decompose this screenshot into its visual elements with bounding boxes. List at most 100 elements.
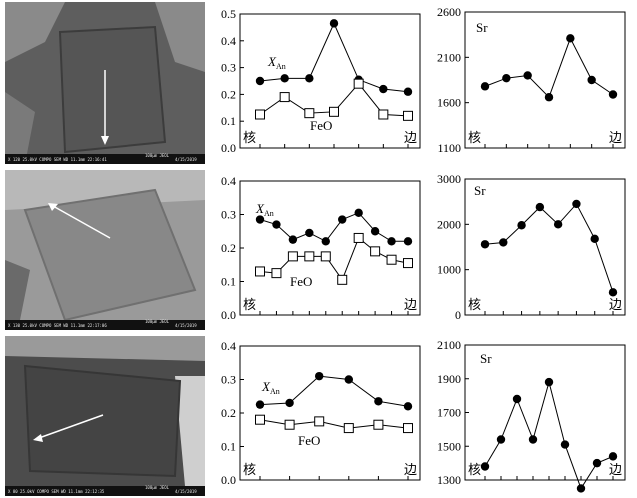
data-point-sr [517,221,526,230]
micrograph-caption: X 80 25.0kV COMPO SEM WD 11.1mm 22:12:35 [8,489,105,494]
micrograph-date: 4/15/2019 [175,157,197,162]
rim-label: 边 [609,131,622,146]
chart-panel-row1-left: 0.0 0.1 0.2 0.3 0.4 0.5 XAn FeO 核 边 [221,7,421,155]
series-line-sr [484,37,614,99]
y-tick-label: 0.5 [221,7,236,21]
data-point-feo [337,274,348,285]
core-label: 核 [243,463,256,478]
y-tick-label: 0.2 [221,87,236,101]
data-point-feo [373,419,384,430]
chart-panel-row1-right: 1100 1600 2100 2600 Sr 核 边 [437,5,626,155]
data-point-xan [255,76,265,86]
series-label-sr: Sr [476,20,488,35]
data-point-xan [387,237,396,246]
micrograph-1: X 120 25.0kV COMPO SEM WD 11.1mm 22:16:4… [5,2,205,164]
data-point-xan [315,371,324,381]
data-point-sr [496,435,506,444]
data-point-sr [480,82,490,91]
series-line-feo [259,419,409,429]
series-label-feo: FeO [290,274,312,289]
data-point-sr [480,240,490,249]
data-point-sr [544,377,554,387]
series-label-feo: FeO [310,118,332,133]
data-point-sr [502,73,511,83]
data-point-feo [370,246,381,257]
y-tick-label: 0.0 [221,141,236,155]
data-point-sr [576,484,586,493]
series-line-feo [259,237,409,281]
series-label-feo: FeO [298,433,320,448]
data-point-xan [329,19,339,28]
series-line-sr [484,203,614,293]
data-point-feo [343,423,354,434]
series-label-xan: XAn [255,201,274,218]
rim-label: 边 [404,131,417,146]
chart-panel-row3-right: 1300 1500 1700 1900 2100 Sr 核 边 [437,338,626,493]
data-point-feo [403,423,413,434]
series-line-xan [259,375,409,407]
data-point-xan [280,74,289,83]
core-label: 核 [243,298,256,313]
rim-label: 边 [404,298,417,313]
y-tick-label: 0.2 [221,406,236,420]
micrograph-date: 4/15/2019 [175,489,197,494]
data-point-feo [329,106,339,117]
data-point-sr [608,90,618,99]
y-tick-label: 1700 [437,406,461,420]
data-point-sr [560,440,570,449]
data-point-feo [279,92,290,103]
data-point-sr [572,199,581,209]
data-point-xan [338,215,347,224]
data-point-feo [378,109,389,120]
data-point-feo [271,268,282,279]
rim-label: 边 [609,298,622,313]
rim-label: 边 [404,463,417,478]
data-point-sr [566,34,575,43]
series-label-sr: Sr [474,183,486,198]
data-point-feo [284,419,295,430]
data-point-feo [353,232,364,243]
micrograph-caption: X 130 25.0kV COMPO SEM WD 11.1mm 22:17:0… [8,323,107,328]
plot-frame [464,178,626,316]
data-point-xan [344,375,353,384]
data-point-xan [255,400,265,409]
data-point-xan [305,228,314,238]
data-point-sr [535,202,545,212]
micrograph-scale: 100μm JEOL [145,153,170,158]
y-tick-label: 0.3 [221,61,236,75]
data-point-xan [403,237,413,246]
plot-frame [239,13,421,149]
core-label: 核 [468,131,481,146]
data-point-feo [386,254,397,265]
y-tick-label: 1500 [437,439,461,453]
data-point-sr [512,394,522,404]
micrograph-3: X 80 25.0kV COMPO SEM WD 11.1mm 22:12:35… [5,336,205,496]
data-point-sr [544,93,554,102]
y-tick-label: 0.2 [221,241,236,255]
data-point-feo [314,416,325,427]
y-tick-label: 1600 [437,96,461,110]
y-tick-label: 1300 [437,473,461,487]
data-point-feo [403,258,413,269]
core-label: 核 [243,131,256,146]
micrograph-2: X 130 25.0kV COMPO SEM WD 11.1mm 22:17:0… [5,170,205,330]
core-label: 核 [468,298,481,313]
y-tick-label: 1000 [437,263,461,277]
data-point-feo [304,108,315,119]
data-point-xan [321,237,330,246]
data-point-feo [320,251,331,262]
data-point-xan [370,227,380,236]
data-point-feo [304,251,315,262]
data-point-feo [287,251,298,262]
micrograph-caption: X 120 25.0kV COMPO SEM WD 11.1mm 22:16:4… [8,157,107,162]
data-point-feo [403,110,413,121]
data-point-xan [403,402,413,411]
data-point-sr [528,435,538,444]
y-tick-label: 0.1 [221,440,236,454]
chart-panel-row3-left: 0.0 0.1 0.2 0.3 0.4 XAn FeO 核 边 [221,339,421,487]
series-label-sr: Sr [480,351,492,366]
plot-frame [239,345,421,481]
chart-panel-row2-left: 0.0 0.1 0.2 0.3 0.4 XAn FeO 核 边 [221,174,421,322]
y-tick-label: 1100 [437,141,461,155]
